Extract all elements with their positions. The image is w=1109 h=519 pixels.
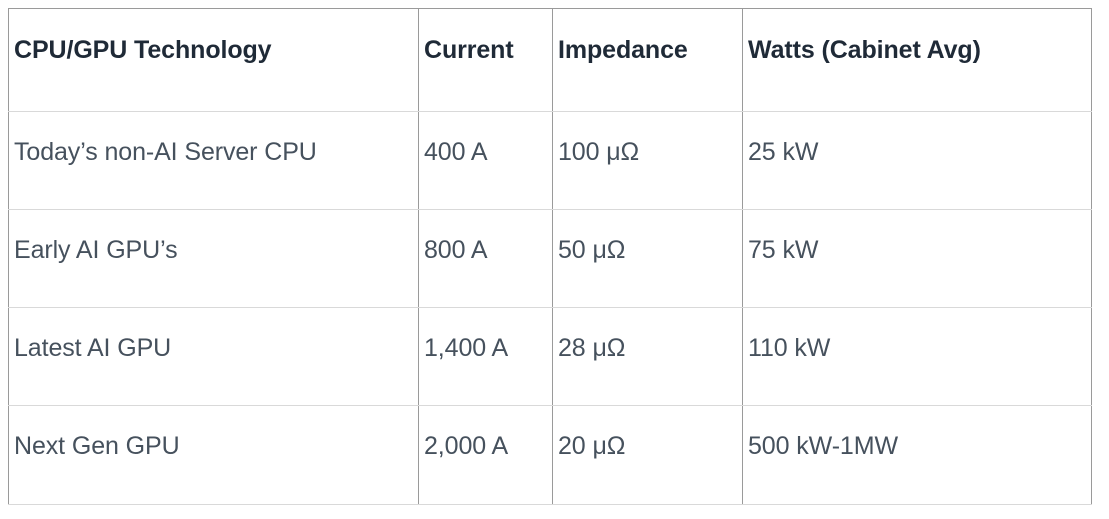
column-header-impedance-label: Impedance: [558, 36, 688, 64]
table-row: Early AI GPU’s 800 A 50 μΩ 75 kW: [8, 209, 1092, 308]
table-row: Latest AI GPU 1,400 A 28 μΩ 110 kW: [8, 307, 1092, 406]
table-row: Next Gen GPU 2,000 A 20 μΩ 500 kW-1MW: [8, 405, 1092, 505]
column-header-impedance: Impedance: [552, 8, 743, 112]
column-header-watts-label: Watts (Cabinet Avg): [748, 36, 981, 64]
column-header-current-label: Current: [424, 36, 514, 64]
cpu-gpu-power-table: CPU/GPU Technology Current Impedance Wat…: [8, 8, 1092, 505]
cell-impedance: 28 μΩ: [552, 307, 743, 406]
table-row: Today’s non-AI Server CPU 400 A 100 μΩ 2…: [8, 111, 1092, 210]
cell-current: 800 A: [418, 209, 553, 308]
cell-watts: 110 kW: [742, 307, 1092, 406]
cell-technology: Next Gen GPU: [8, 405, 419, 505]
cell-impedance: 100 μΩ: [552, 111, 743, 210]
table-body: Today’s non-AI Server CPU 400 A 100 μΩ 2…: [8, 111, 1092, 505]
cell-technology: Latest AI GPU: [8, 307, 419, 406]
column-header-current: Current: [418, 8, 553, 112]
table-header: CPU/GPU Technology Current Impedance Wat…: [8, 8, 1092, 112]
column-header-technology-label: CPU/GPU Technology: [14, 36, 272, 64]
cell-current: 400 A: [418, 111, 553, 210]
cell-current: 1,400 A: [418, 307, 553, 406]
table-header-row: CPU/GPU Technology Current Impedance Wat…: [8, 8, 1092, 112]
cell-watts: 25 kW: [742, 111, 1092, 210]
cell-technology: Today’s non-AI Server CPU: [8, 111, 419, 210]
cell-impedance: 20 μΩ: [552, 405, 743, 505]
cell-impedance: 50 μΩ: [552, 209, 743, 308]
cell-watts: 500 kW-1MW: [742, 405, 1092, 505]
cell-watts: 75 kW: [742, 209, 1092, 308]
cell-current: 2,000 A: [418, 405, 553, 505]
column-header-watts: Watts (Cabinet Avg): [742, 8, 1092, 112]
column-header-technology: CPU/GPU Technology: [8, 8, 419, 112]
cell-technology: Early AI GPU’s: [8, 209, 419, 308]
